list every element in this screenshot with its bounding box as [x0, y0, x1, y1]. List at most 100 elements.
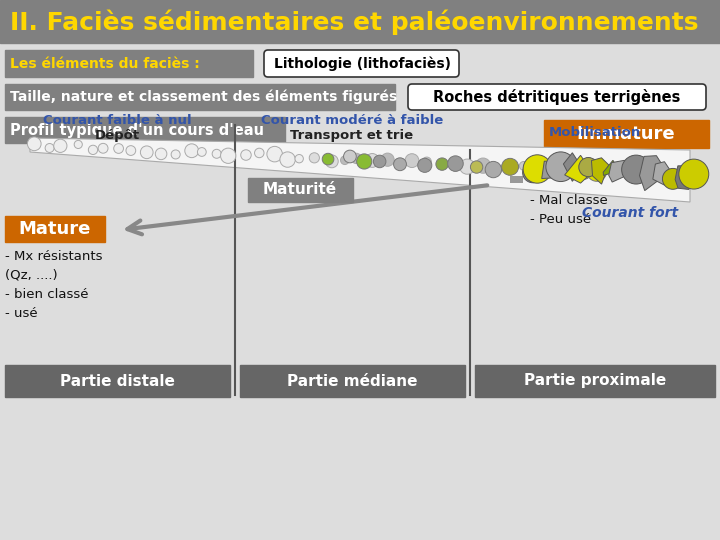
- Circle shape: [240, 150, 251, 160]
- Text: Transport et trie: Transport et trie: [290, 129, 413, 141]
- Bar: [0, 0, 720, 43]
- Circle shape: [295, 154, 303, 163]
- Circle shape: [475, 158, 491, 173]
- Text: Partie proximale: Partie proximale: [524, 374, 666, 388]
- Bar: [240, 365, 465, 397]
- Text: - Mx peu résistants
  (Feld, Mica, ....)
- Mal classé
- Peu usé: - Mx peu résistants (Feld, Mica, ....) -…: [530, 156, 657, 226]
- Circle shape: [114, 144, 123, 153]
- Circle shape: [505, 162, 514, 171]
- Text: Lithologie (lithofaciès): Lithologie (lithofaciès): [274, 57, 451, 71]
- Circle shape: [156, 148, 167, 160]
- Text: Les éléments du faciès :: Les éléments du faciès :: [10, 57, 199, 71]
- Circle shape: [423, 157, 431, 166]
- Circle shape: [436, 158, 449, 170]
- Circle shape: [405, 154, 419, 167]
- Circle shape: [74, 140, 82, 148]
- Circle shape: [448, 156, 463, 171]
- Text: Partie distale: Partie distale: [60, 374, 174, 388]
- Circle shape: [394, 158, 406, 171]
- Circle shape: [89, 145, 98, 154]
- Text: II. Faciès sédimentaires et paléoenvironnements: II. Faciès sédimentaires et paléoenviron…: [10, 9, 698, 35]
- Text: Immature: Immature: [577, 125, 675, 143]
- Circle shape: [519, 161, 528, 170]
- Circle shape: [437, 159, 447, 170]
- Circle shape: [525, 161, 535, 171]
- Circle shape: [126, 146, 135, 156]
- Text: Roches détritiques terrigènes: Roches détritiques terrigènes: [433, 89, 680, 105]
- Circle shape: [679, 159, 708, 189]
- Circle shape: [546, 167, 556, 177]
- Polygon shape: [653, 161, 671, 185]
- Circle shape: [374, 155, 386, 168]
- Circle shape: [523, 163, 543, 183]
- Circle shape: [280, 152, 295, 167]
- Polygon shape: [591, 158, 608, 184]
- Circle shape: [351, 153, 361, 164]
- FancyArrowPatch shape: [127, 185, 487, 234]
- Circle shape: [631, 165, 644, 179]
- Circle shape: [662, 168, 683, 190]
- Polygon shape: [639, 156, 666, 191]
- Text: Profil typique d'un cours d'eau: Profil typique d'un cours d'eau: [10, 123, 264, 138]
- Bar: [5, 216, 105, 242]
- Circle shape: [395, 159, 403, 168]
- Circle shape: [98, 144, 108, 153]
- Circle shape: [356, 154, 372, 169]
- Circle shape: [212, 149, 221, 158]
- Bar: [554, 166, 567, 173]
- Circle shape: [418, 158, 432, 172]
- Circle shape: [381, 153, 394, 166]
- Circle shape: [502, 158, 518, 176]
- Text: Mature: Mature: [19, 220, 91, 238]
- Circle shape: [470, 161, 483, 173]
- Polygon shape: [675, 166, 691, 190]
- Bar: [5, 50, 253, 77]
- Polygon shape: [564, 153, 582, 181]
- Circle shape: [539, 162, 550, 173]
- FancyBboxPatch shape: [264, 50, 459, 77]
- Circle shape: [365, 153, 379, 167]
- Circle shape: [54, 139, 67, 152]
- FancyBboxPatch shape: [408, 84, 706, 110]
- Circle shape: [610, 164, 621, 175]
- Bar: [475, 365, 715, 397]
- Bar: [532, 171, 545, 178]
- Circle shape: [197, 147, 206, 157]
- Bar: [5, 365, 230, 397]
- Circle shape: [621, 155, 651, 184]
- Text: Dépôt: Dépôt: [94, 129, 140, 141]
- Circle shape: [310, 153, 320, 163]
- Text: Taille, nature et classement des éléments figurés: Taille, nature et classement des élément…: [10, 90, 397, 104]
- Circle shape: [220, 148, 236, 164]
- Circle shape: [523, 155, 552, 183]
- Circle shape: [27, 137, 41, 151]
- Circle shape: [343, 150, 356, 163]
- Polygon shape: [603, 160, 620, 176]
- Polygon shape: [608, 160, 629, 182]
- Polygon shape: [30, 138, 690, 202]
- Circle shape: [325, 155, 338, 168]
- Text: - Mx résistants
(Qz, ....)
- bien classé
- usé: - Mx résistants (Qz, ....) - bien classé…: [5, 250, 102, 320]
- Bar: [510, 176, 523, 183]
- Circle shape: [341, 156, 349, 165]
- Circle shape: [553, 159, 572, 178]
- Circle shape: [587, 161, 607, 181]
- Circle shape: [578, 167, 590, 179]
- Polygon shape: [624, 164, 636, 177]
- Text: Courant modéré à faible: Courant modéré à faible: [261, 113, 443, 126]
- Polygon shape: [564, 156, 592, 183]
- Circle shape: [185, 144, 199, 158]
- Bar: [5, 84, 395, 110]
- Circle shape: [171, 150, 180, 159]
- Bar: [544, 120, 709, 148]
- Circle shape: [45, 144, 54, 152]
- Polygon shape: [541, 161, 567, 179]
- Circle shape: [579, 158, 598, 177]
- Circle shape: [459, 159, 474, 174]
- Circle shape: [140, 146, 153, 159]
- Bar: [5, 117, 285, 143]
- Circle shape: [485, 161, 502, 178]
- Text: Mobilisation: Mobilisation: [549, 125, 641, 138]
- Circle shape: [492, 165, 502, 174]
- Text: Courant faible à nul: Courant faible à nul: [42, 113, 192, 126]
